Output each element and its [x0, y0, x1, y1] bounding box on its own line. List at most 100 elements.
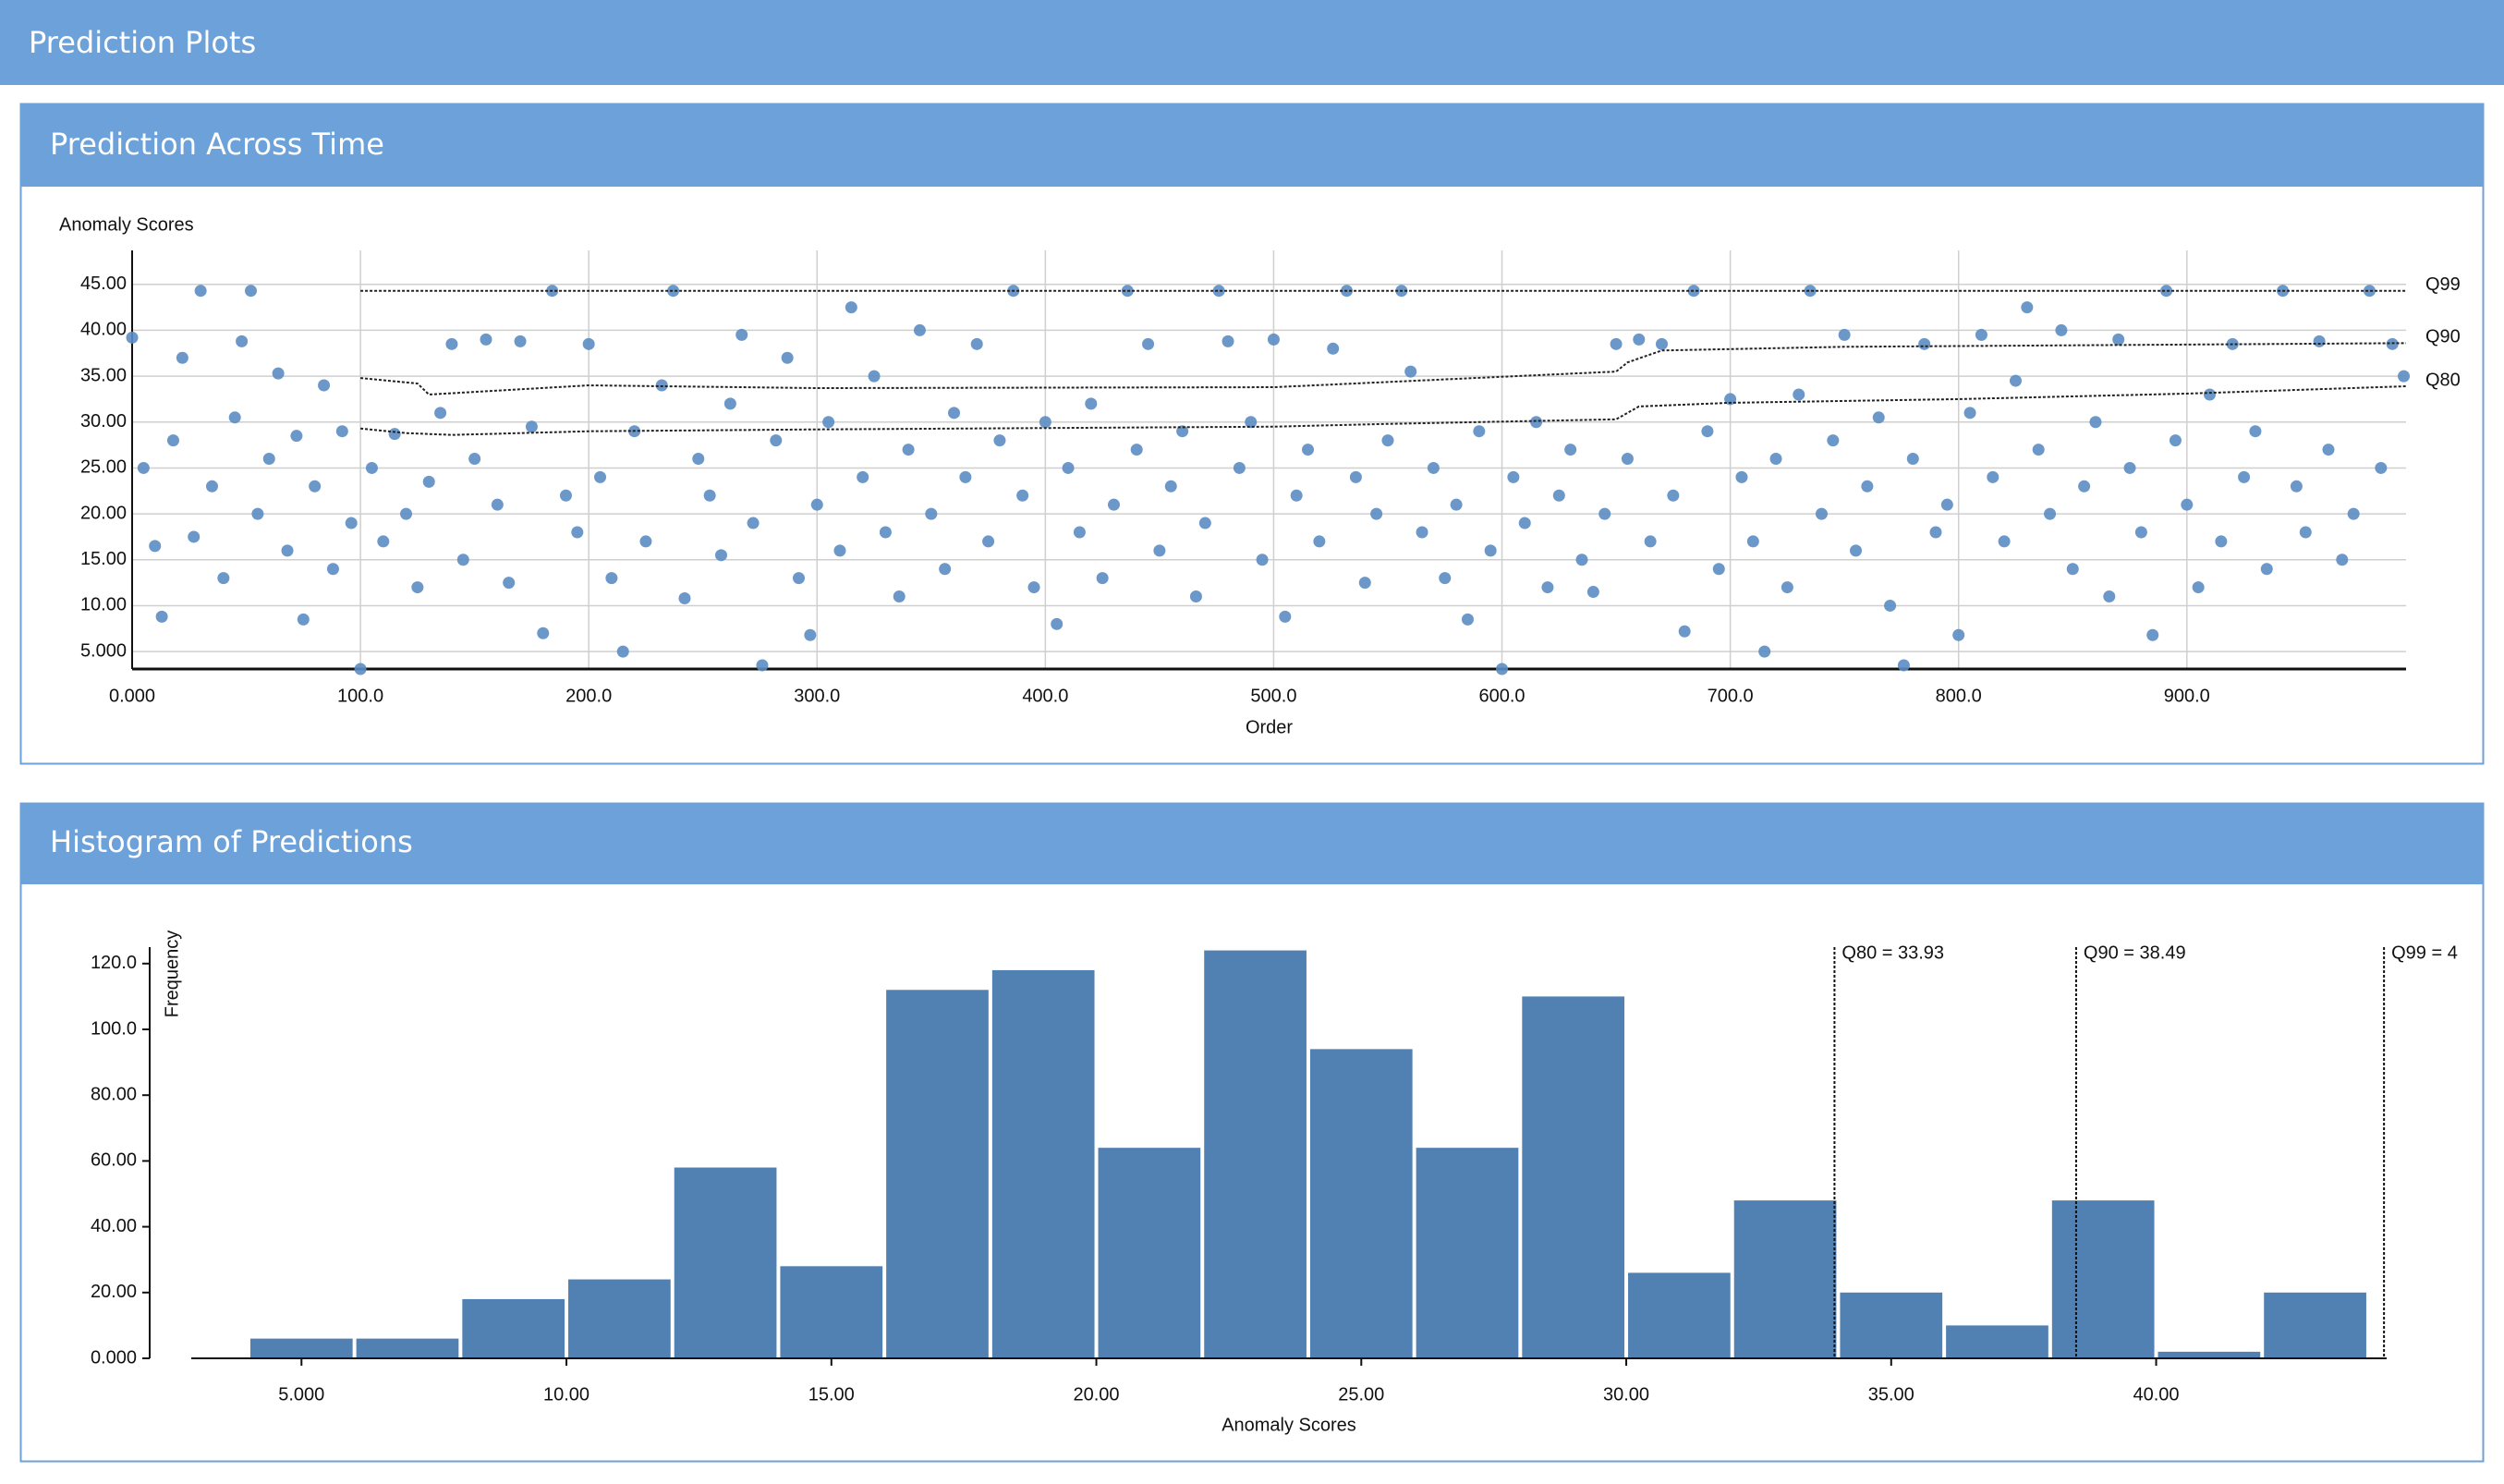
x-tick-label: 0.000 — [109, 686, 155, 706]
point — [2134, 526, 2147, 539]
quantile-line — [359, 342, 2407, 395]
point — [1827, 434, 1840, 447]
point — [1096, 572, 1109, 585]
point — [166, 434, 179, 447]
bar — [2158, 1351, 2261, 1358]
point — [155, 610, 168, 623]
point — [2181, 498, 2194, 511]
point — [1267, 333, 1280, 346]
point — [1940, 498, 1953, 511]
point — [845, 301, 857, 314]
point — [1313, 535, 1326, 548]
page-title: Prediction Plots — [29, 25, 256, 60]
point — [1279, 610, 1292, 623]
point — [723, 397, 736, 410]
point — [1998, 535, 2011, 548]
point — [822, 416, 835, 429]
point — [993, 434, 1006, 447]
point — [194, 285, 207, 298]
y-tick-label: 80.00 — [91, 1084, 137, 1104]
point — [1598, 507, 1611, 520]
point — [1793, 388, 1805, 401]
point — [902, 444, 915, 456]
point — [770, 434, 783, 447]
point — [491, 498, 504, 511]
point — [1897, 659, 1910, 672]
point — [1073, 526, 1086, 539]
x-axis-label: Anomaly Scores — [1222, 1415, 1356, 1435]
point — [126, 331, 139, 344]
point — [188, 530, 201, 543]
point — [2044, 507, 2057, 520]
point — [2169, 434, 2182, 447]
point — [335, 425, 348, 438]
point — [1062, 461, 1075, 474]
point — [1975, 328, 1987, 341]
point — [893, 590, 906, 603]
point — [1381, 434, 1394, 447]
panel-header — [20, 803, 2484, 884]
line-label: Q80 — [2425, 370, 2461, 390]
bar — [1946, 1325, 2048, 1358]
point — [1107, 498, 1120, 511]
point — [1712, 563, 1725, 576]
x-tick-label: 800.0 — [1936, 686, 1982, 706]
panel-title: Histogram of Predictions — [50, 824, 413, 859]
point — [616, 645, 629, 658]
bar — [1098, 1148, 1201, 1358]
point — [525, 420, 538, 433]
point — [2249, 425, 2262, 438]
point — [1929, 526, 1942, 539]
point — [1189, 590, 1202, 603]
y-axis-label: Frequency — [162, 931, 182, 1018]
point — [1016, 489, 1029, 502]
point — [1735, 470, 1748, 483]
point — [2089, 416, 2102, 429]
point — [244, 285, 257, 298]
y-tick-label: 0.000 — [91, 1347, 137, 1368]
point — [1176, 425, 1189, 438]
point — [1552, 489, 1565, 502]
point — [345, 517, 358, 529]
point — [1450, 498, 1463, 511]
point — [1461, 613, 1474, 626]
point — [2021, 301, 2034, 314]
x-tick-label: 25.00 — [1338, 1384, 1384, 1405]
point — [400, 507, 413, 520]
point — [2336, 553, 2349, 566]
point — [1198, 517, 1211, 529]
point — [1564, 444, 1577, 456]
point — [2146, 628, 2159, 641]
point — [1404, 365, 1417, 378]
bar — [1416, 1148, 1519, 1358]
line-label: Q99 — [2425, 274, 2461, 295]
point — [2290, 480, 2303, 493]
point — [1633, 333, 1646, 346]
point — [1541, 581, 1554, 594]
point — [422, 475, 435, 488]
x-tick-label: 200.0 — [565, 686, 612, 706]
point — [205, 480, 218, 493]
point — [2103, 590, 2116, 603]
point — [1758, 645, 1771, 658]
point — [2322, 444, 2335, 456]
y-tick-label: 40.00 — [80, 320, 127, 340]
point — [1327, 342, 1340, 355]
point — [1952, 628, 1965, 641]
point — [1153, 544, 1166, 557]
x-tick-label: 900.0 — [2164, 686, 2210, 706]
point — [318, 379, 331, 392]
point — [948, 407, 961, 420]
y-tick-label: 40.00 — [91, 1216, 137, 1236]
point — [1439, 572, 1452, 585]
x-tick-label: 15.00 — [808, 1384, 855, 1405]
point — [176, 351, 188, 364]
point — [1290, 489, 1303, 502]
point — [2299, 526, 2312, 539]
x-tick-label: 400.0 — [1022, 686, 1068, 706]
point — [1212, 285, 1225, 298]
top-bar — [0, 0, 2504, 85]
point — [1667, 489, 1680, 502]
point — [1850, 544, 1863, 557]
